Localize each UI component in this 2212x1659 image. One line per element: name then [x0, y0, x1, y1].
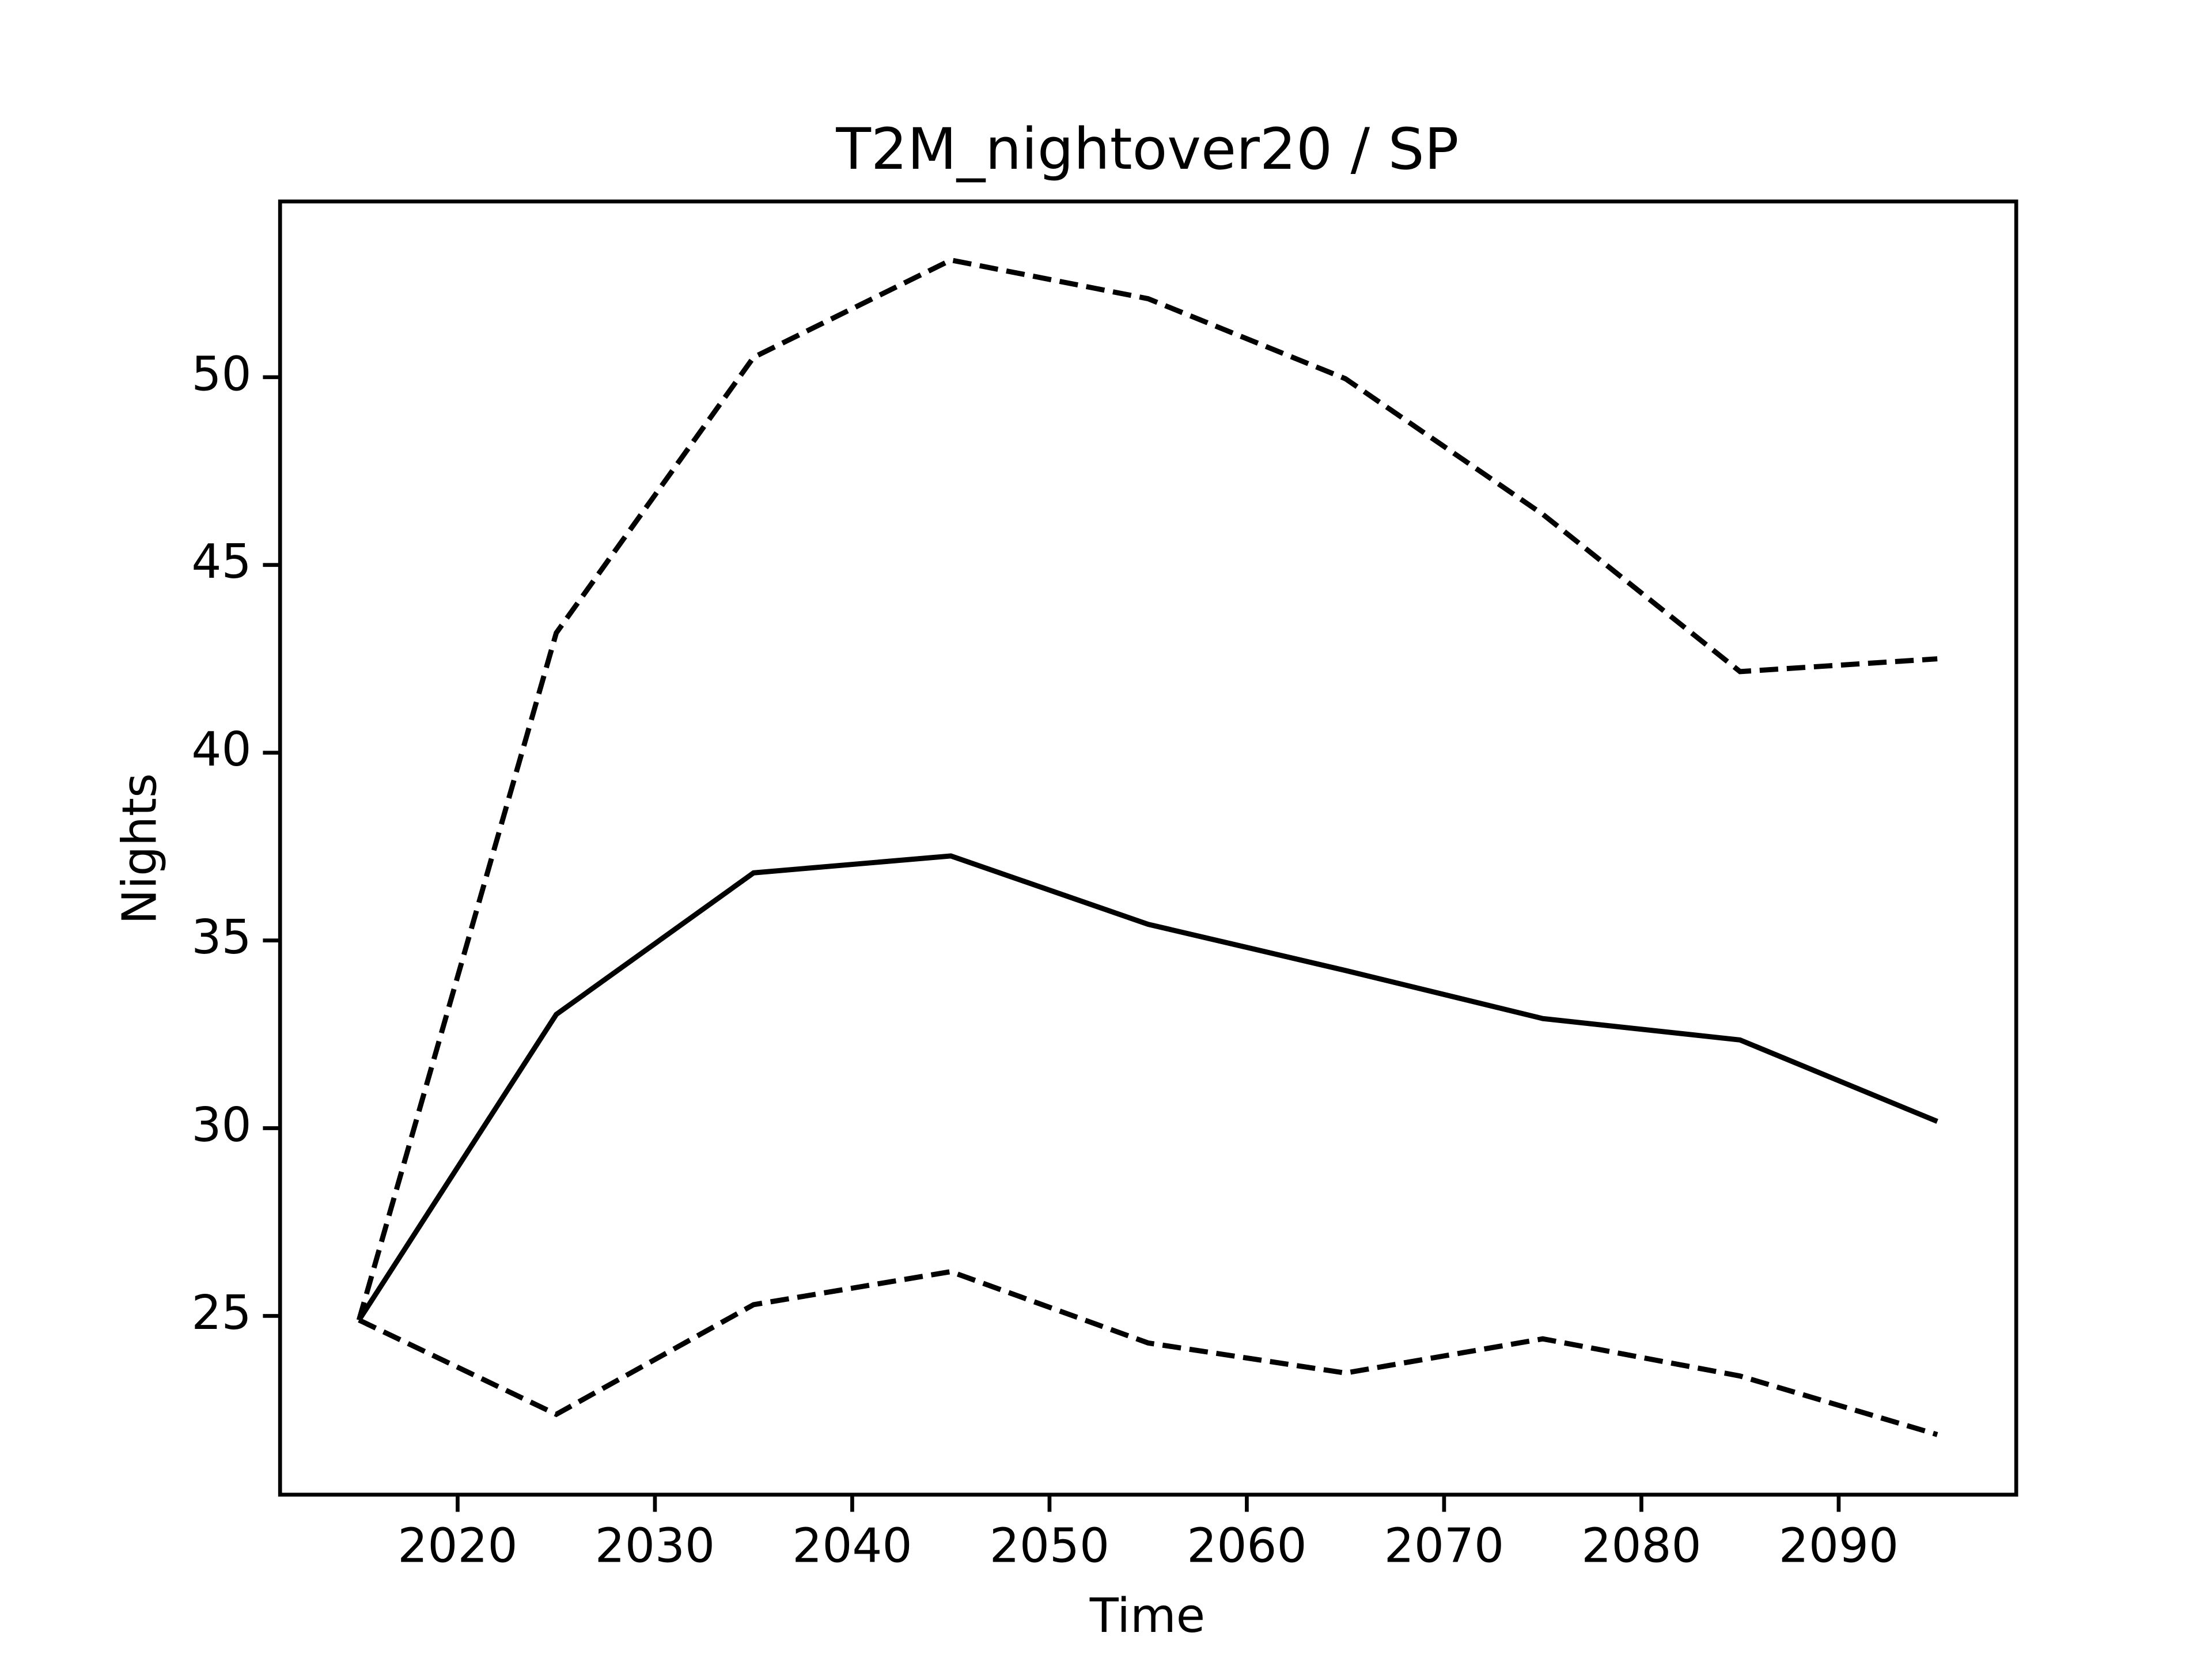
- x-tick-label: 2040: [792, 1518, 912, 1573]
- y-tick-label: 30: [191, 1098, 251, 1153]
- y-tick-label: 25: [191, 1286, 251, 1340]
- x-tick-label: 2090: [1779, 1518, 1899, 1573]
- data-line: [357, 853, 1938, 1322]
- x-axis-label: Time: [1089, 1589, 1205, 1643]
- x-tick-label: 2070: [1384, 1518, 1504, 1573]
- chart-title: T2M_nightover20 / SP: [835, 116, 1459, 183]
- data-line: [356, 257, 1938, 1321]
- y-tick-label: 45: [191, 535, 251, 589]
- x-tick-label: 2060: [1187, 1518, 1306, 1573]
- x-tick-label: 2050: [990, 1518, 1109, 1573]
- y-axis-label: Nights: [113, 773, 168, 925]
- plot-frame: [278, 199, 2018, 1497]
- y-tick-label: 35: [191, 910, 251, 965]
- x-tick-label: 2020: [397, 1518, 517, 1573]
- x-tick-label: 2030: [595, 1518, 715, 1573]
- x-tick-label: 2080: [1581, 1518, 1701, 1573]
- data-line: [358, 1268, 1938, 1437]
- y-tick-label: 50: [191, 347, 251, 402]
- y-tick-label: 40: [191, 722, 251, 777]
